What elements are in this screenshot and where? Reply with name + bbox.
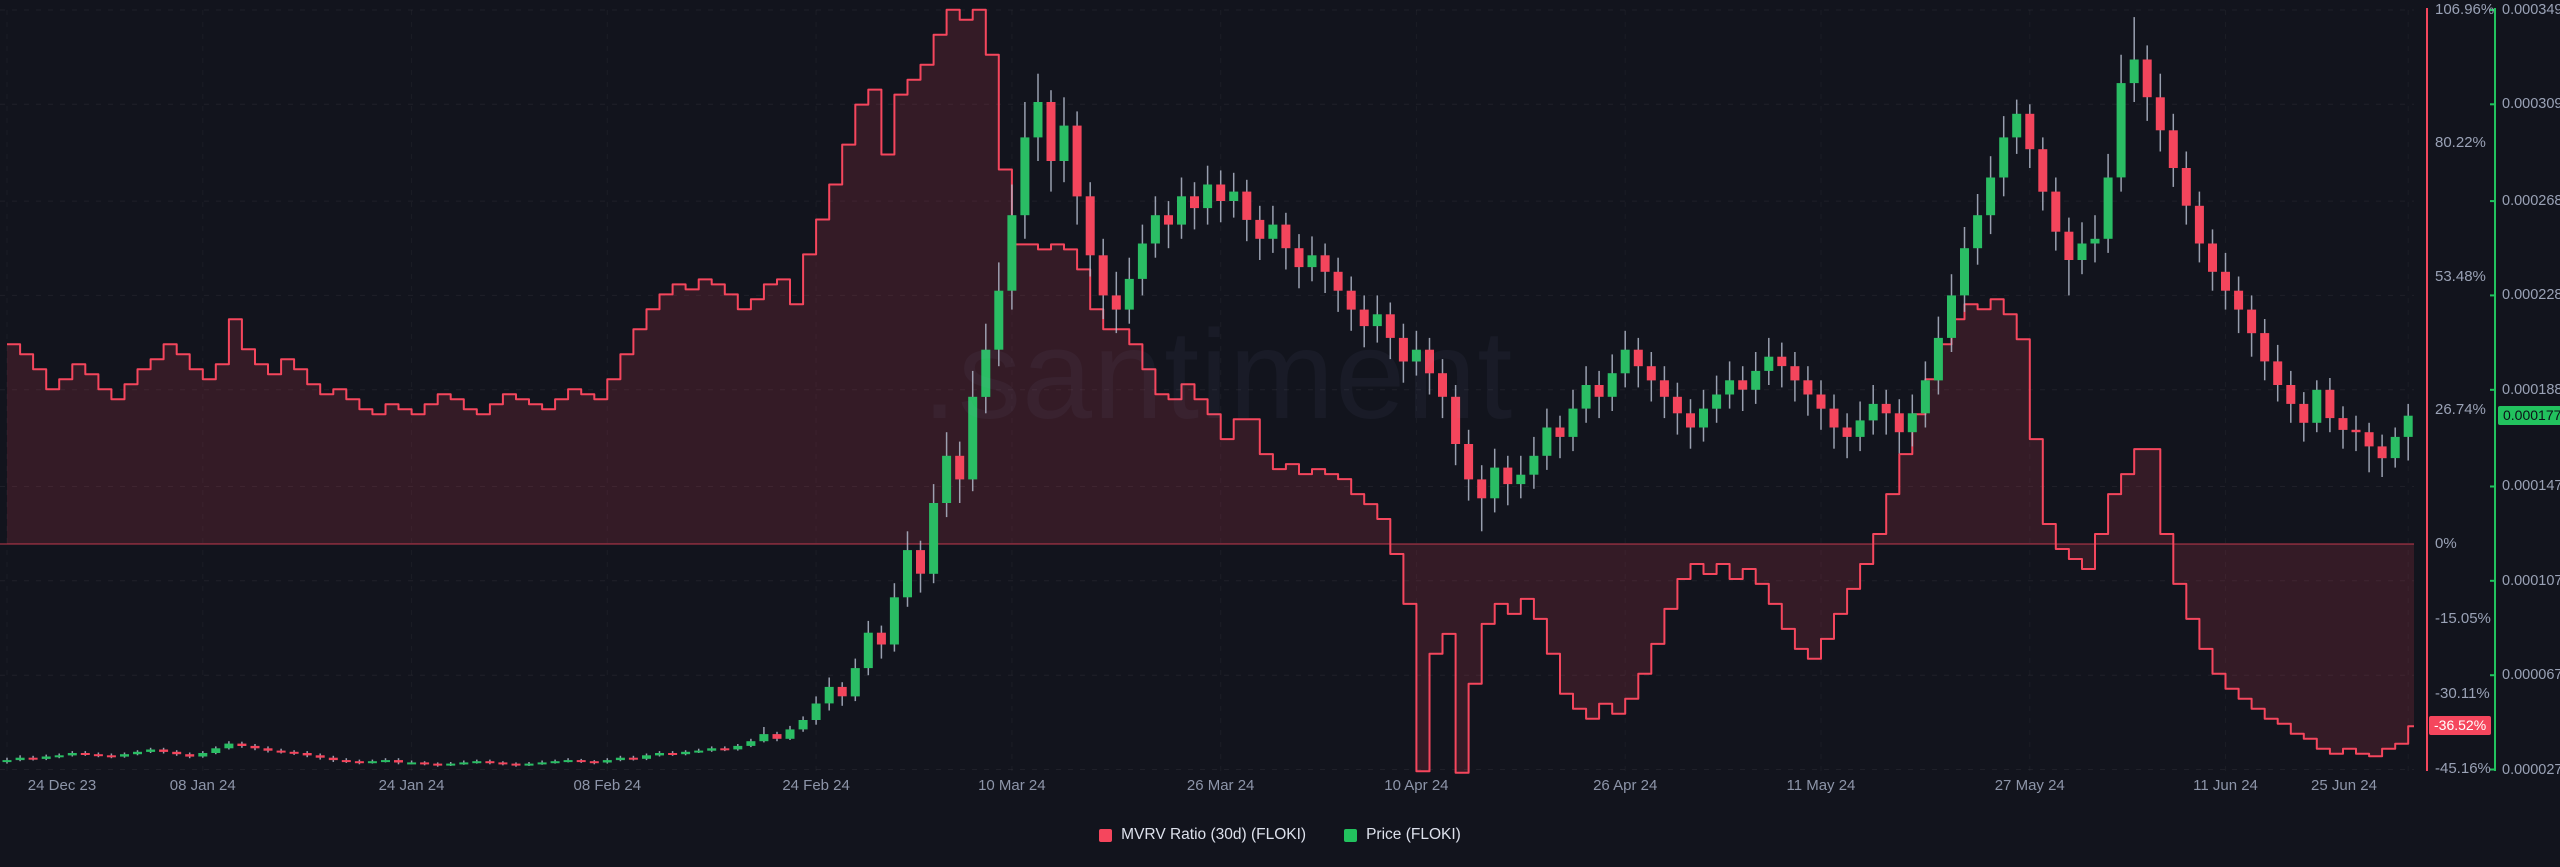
mvrv-legend-swatch xyxy=(1099,828,1113,842)
legend-item-price[interactable]: Price (FLOKI) xyxy=(1344,826,1461,844)
mvrv-legend-label: MVRV Ratio (30d) (FLOKI) xyxy=(1121,826,1307,843)
gridlines xyxy=(0,9,2414,771)
price-axis-line[interactable] xyxy=(2490,8,2496,771)
legend-item-mvrv[interactable]: MVRV Ratio (30d) (FLOKI) xyxy=(1099,826,1306,844)
price-legend-label: Price (FLOKI) xyxy=(1366,826,1461,843)
mvrv-area-series xyxy=(0,8,2414,774)
price-current-value-badge: 0.000177 xyxy=(2498,406,2560,425)
price-candlestick-series xyxy=(2,17,2413,767)
mvrv-current-value-badge: -36.52% xyxy=(2429,716,2492,735)
chart-legend: MVRV Ratio (30d) (FLOKI) Price (FLOKI) xyxy=(0,826,2560,844)
price-legend-swatch xyxy=(1344,828,1358,842)
